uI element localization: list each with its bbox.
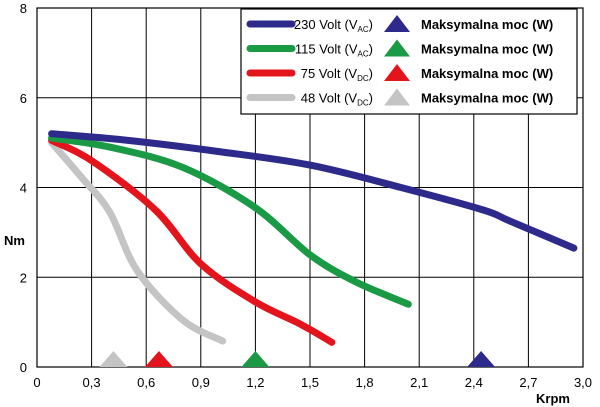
x-tick-label: 0,9 — [192, 375, 210, 390]
x-tick-label: 2,7 — [519, 375, 537, 390]
legend-series-label: 115 Volt (VAC) — [295, 42, 373, 59]
legend-marker — [384, 88, 410, 106]
y-axis-label: Nm — [4, 233, 25, 248]
series-lines — [48, 130, 578, 346]
x-tick-label: 0,3 — [83, 375, 101, 390]
x-tick-label: 2,1 — [410, 375, 428, 390]
x-tick-label: 3,0 — [574, 375, 592, 390]
legend-marker — [384, 64, 410, 81]
y-tick-label: 4 — [20, 181, 27, 196]
max-power-marker — [144, 351, 173, 367]
x-tick-label: 1,8 — [356, 375, 374, 390]
series-line — [48, 139, 227, 345]
max-power-marker — [99, 351, 128, 367]
legend-series-label: 230 Volt (VAC) — [294, 17, 373, 34]
y-tick-label: 2 — [20, 270, 27, 285]
series-line — [48, 134, 412, 308]
y-tick-label: 8 — [20, 1, 27, 16]
series-line — [48, 130, 578, 252]
legend-marker-label: Maksymalna moc (W) — [421, 91, 553, 106]
x-tick-label: 0 — [33, 375, 40, 390]
max-power-marker — [467, 351, 496, 367]
x-tick-label: 2,4 — [465, 375, 483, 390]
legend: 230 Volt (VAC) Maksymalna moc (W) 115 Volt… — [240, 8, 578, 115]
legend-marker-label: Maksymalna moc (W) — [421, 42, 553, 57]
legend-marker — [384, 15, 410, 32]
x-tick-label: 0,6 — [137, 375, 155, 390]
legend-series-label: 75 Volt (VDC) — [301, 66, 373, 83]
legend-box — [240, 8, 578, 115]
max-power-markers — [99, 351, 496, 367]
legend-marker-label: Maksymalna moc (W) — [421, 17, 553, 32]
x-tick-labels: 0 0,3 0,6 0,9 1,2 1,5 1,8 2,1 2,4 2,7 3,0 — [33, 375, 592, 390]
plot-frame — [36, 7, 584, 368]
series-line — [48, 136, 336, 346]
y-tick-labels: 0 2 4 6 8 — [20, 1, 27, 375]
legend-marker — [384, 39, 410, 57]
y-tick-label: 0 — [20, 360, 27, 375]
max-power-marker — [241, 351, 270, 367]
x-tick-label: 1,2 — [246, 375, 264, 390]
x-tick-label: 1,5 — [301, 375, 319, 390]
x-axis-label: Krpm — [536, 391, 570, 406]
legend-series-label: 48 Volt (VDC) — [301, 91, 373, 108]
legend-marker-label: Maksymalna moc (W) — [421, 66, 553, 81]
y-tick-label: 6 — [20, 91, 27, 106]
